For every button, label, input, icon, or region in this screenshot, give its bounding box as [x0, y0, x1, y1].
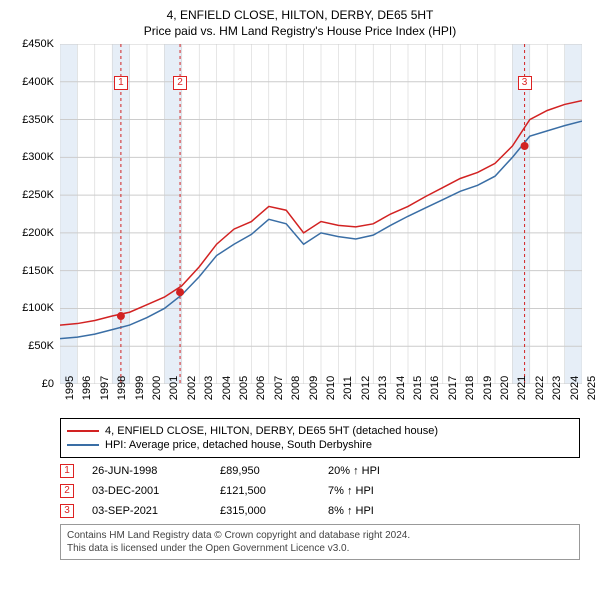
x-axis-label: 2001 — [168, 376, 180, 400]
x-axis-label: 2019 — [482, 376, 494, 400]
sale-pct: 20% ↑ HPI — [328, 465, 438, 477]
x-axis-label: 2002 — [186, 376, 198, 400]
legend-row-2: HPI: Average price, detached house, Sout… — [67, 439, 573, 451]
sale-price: £121,500 — [220, 485, 310, 497]
x-axis-label: 2017 — [447, 376, 459, 400]
sale-row: 1 26-JUN-1998 £89,950 20% ↑ HPI — [60, 464, 580, 478]
sale-marker-icon: 3 — [60, 504, 74, 518]
x-axis-label: 2010 — [325, 376, 337, 400]
sale-marker-icon: 2 — [60, 484, 74, 498]
x-axis-label: 2009 — [308, 376, 320, 400]
sale-date: 26-JUN-1998 — [92, 465, 202, 477]
x-axis-label: 2022 — [534, 376, 546, 400]
y-axis-label: £300K — [10, 151, 54, 163]
x-axis-label: 1995 — [64, 376, 76, 400]
x-axis-label: 2020 — [499, 376, 511, 400]
y-axis-label: £350K — [10, 114, 54, 126]
x-axis-label: 2021 — [516, 376, 528, 400]
sale-marker-1: 1 — [114, 76, 128, 90]
footer-line-1: Contains HM Land Registry data © Crown c… — [67, 529, 573, 542]
chart-subtitle: Price paid vs. HM Land Registry's House … — [10, 24, 590, 38]
sale-price: £89,950 — [220, 465, 310, 477]
x-axis-label: 1997 — [99, 376, 111, 400]
legend-label-2: HPI: Average price, detached house, Sout… — [105, 439, 372, 451]
y-axis-label: £0 — [10, 378, 54, 390]
x-axis-label: 1996 — [81, 376, 93, 400]
x-axis-label: 2000 — [151, 376, 163, 400]
legend-row-1: 4, ENFIELD CLOSE, HILTON, DERBY, DE65 5H… — [67, 425, 573, 437]
x-axis-label: 2005 — [238, 376, 250, 400]
x-axis-label: 2015 — [412, 376, 424, 400]
y-axis-label: £150K — [10, 265, 54, 277]
y-axis-label: £100K — [10, 302, 54, 314]
sale-row: 2 03-DEC-2001 £121,500 7% ↑ HPI — [60, 484, 580, 498]
x-axis-label: 2008 — [290, 376, 302, 400]
legend-swatch-1 — [67, 430, 99, 432]
x-axis-label: 2012 — [360, 376, 372, 400]
x-axis-label: 2014 — [395, 376, 407, 400]
x-axis-label: 2004 — [221, 376, 233, 400]
footer: Contains HM Land Registry data © Crown c… — [60, 524, 580, 560]
sale-marker-3: 3 — [518, 76, 532, 90]
x-axis-label: 2023 — [551, 376, 563, 400]
x-axis-label: 2013 — [377, 376, 389, 400]
plot — [60, 44, 582, 384]
y-axis-label: £400K — [10, 76, 54, 88]
sale-date: 03-SEP-2021 — [92, 505, 202, 517]
x-axis-label: 2016 — [429, 376, 441, 400]
legend-label-1: 4, ENFIELD CLOSE, HILTON, DERBY, DE65 5H… — [105, 425, 438, 437]
x-axis-label: 2025 — [586, 376, 598, 400]
x-axis-label: 2006 — [255, 376, 267, 400]
sale-marker-icon: 1 — [60, 464, 74, 478]
x-axis-label: 1998 — [116, 376, 128, 400]
y-axis-label: £50K — [10, 340, 54, 352]
sale-date: 03-DEC-2001 — [92, 485, 202, 497]
sale-pct: 7% ↑ HPI — [328, 485, 438, 497]
x-axis-label: 1999 — [134, 376, 146, 400]
x-axis-label: 2024 — [569, 376, 581, 400]
sale-marker-2: 2 — [173, 76, 187, 90]
sale-price: £315,000 — [220, 505, 310, 517]
legend-swatch-2 — [67, 444, 99, 446]
x-axis-label: 2003 — [203, 376, 215, 400]
x-axis-label: 2007 — [273, 376, 285, 400]
x-axis-label: 2018 — [464, 376, 476, 400]
chart-area: £0 £50K £100K £150K £200K £250K £300K £350K £400… — [10, 44, 590, 414]
footer-line-2: This data is licensed under the Open Gov… — [67, 542, 573, 555]
sale-row: 3 03-SEP-2021 £315,000 8% ↑ HPI — [60, 504, 580, 518]
y-axis-label: £250K — [10, 189, 54, 201]
chart-title: 4, ENFIELD CLOSE, HILTON, DERBY, DE65 5H… — [10, 8, 590, 22]
legend: 4, ENFIELD CLOSE, HILTON, DERBY, DE65 5H… — [60, 418, 580, 458]
y-axis-label: £200K — [10, 227, 54, 239]
x-axis-label: 2011 — [342, 376, 354, 400]
y-axis-label: £450K — [10, 38, 54, 50]
sale-table: 1 26-JUN-1998 £89,950 20% ↑ HPI 2 03-DEC… — [60, 464, 580, 518]
container: 4, ENFIELD CLOSE, HILTON, DERBY, DE65 5H… — [0, 0, 600, 590]
sale-pct: 8% ↑ HPI — [328, 505, 438, 517]
